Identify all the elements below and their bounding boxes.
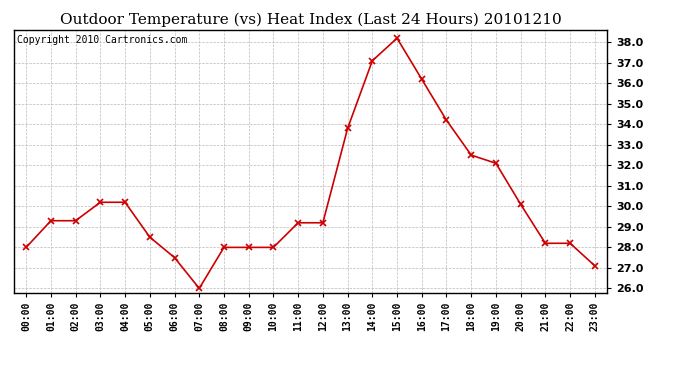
Title: Outdoor Temperature (vs) Heat Index (Last 24 Hours) 20101210: Outdoor Temperature (vs) Heat Index (Las… bbox=[59, 13, 562, 27]
Text: Copyright 2010 Cartronics.com: Copyright 2010 Cartronics.com bbox=[17, 35, 187, 45]
